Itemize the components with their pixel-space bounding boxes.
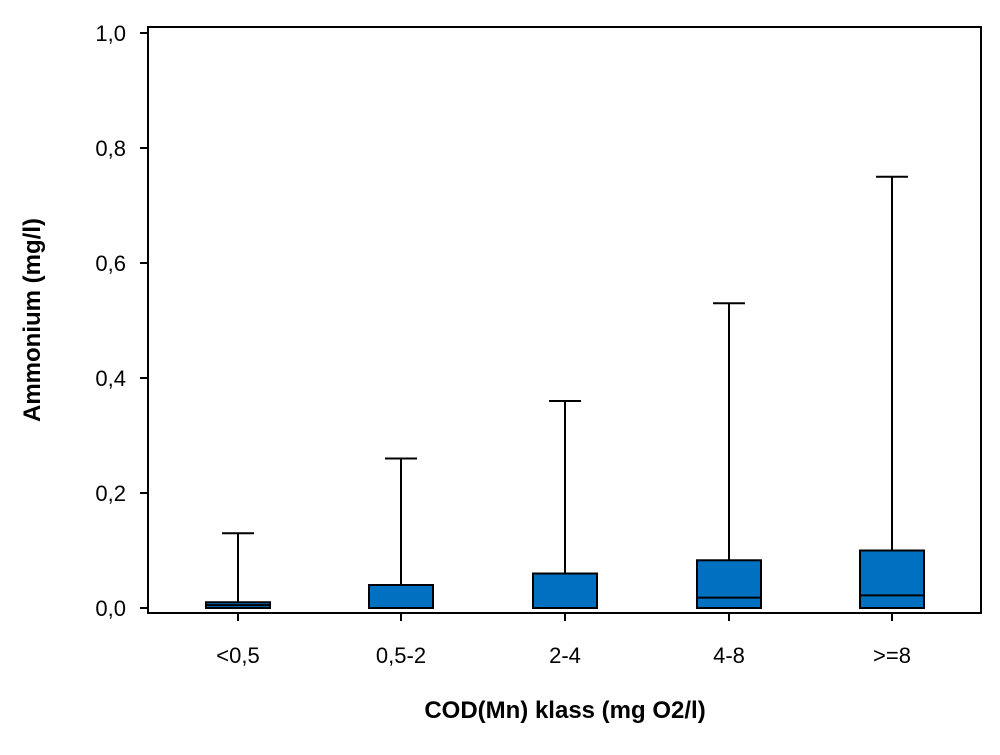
box-3	[532, 400, 598, 609]
x-tick-label: 0,5-2	[376, 643, 426, 668]
x-tick-label: 2-4	[549, 643, 581, 668]
y-tick-label: 0,4	[95, 366, 126, 391]
x-tick-label: <0,5	[216, 643, 259, 668]
y-tick-label: 0,0	[95, 596, 126, 621]
box-1	[205, 532, 271, 609]
iqr-box	[696, 559, 762, 610]
boxes-group	[205, 175, 925, 610]
y-tick-label: 1,0	[95, 21, 126, 46]
x-axis-title: COD(Mn) klass (mg O2/l)	[424, 697, 705, 724]
x-tick-label: >=8	[873, 643, 911, 668]
y-tick-label: 0,6	[95, 251, 126, 276]
iqr-box	[532, 572, 598, 609]
box-4	[696, 302, 762, 610]
y-axis-title: Ammonium (mg/l)	[19, 218, 46, 422]
x-tick-label: 4-8	[713, 643, 745, 668]
y-tick-label: 0,8	[95, 136, 126, 161]
y-tick-label: 0,2	[95, 481, 126, 506]
x-axis: <0,5 0,5-2 2-4 4-8 >=8	[216, 613, 911, 668]
iqr-box	[368, 584, 434, 609]
box-5	[859, 175, 925, 609]
iqr-box	[859, 549, 925, 609]
y-axis: 0,0 0,2 0,4 0,6 0,8 1,0	[95, 21, 148, 621]
box-2	[368, 457, 434, 609]
